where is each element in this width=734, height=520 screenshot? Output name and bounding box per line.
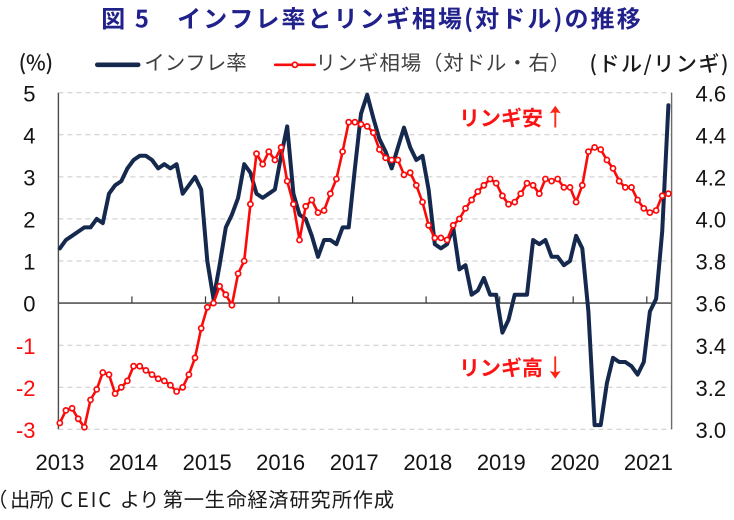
svg-text:-2: -2 [16, 376, 36, 401]
svg-text:2018: 2018 [403, 450, 452, 475]
svg-text:3.6: 3.6 [696, 292, 727, 317]
svg-text:-3: -3 [16, 418, 36, 443]
svg-text:2016: 2016 [256, 450, 305, 475]
svg-text:2015: 2015 [183, 450, 232, 475]
svg-text:3.0: 3.0 [696, 418, 727, 443]
svg-text:4.2: 4.2 [696, 166, 727, 191]
svg-text:3.4: 3.4 [696, 334, 727, 359]
svg-text:2019: 2019 [477, 450, 526, 475]
svg-text:1: 1 [23, 250, 35, 275]
svg-text:5: 5 [23, 81, 35, 106]
svg-text:2: 2 [23, 208, 35, 233]
svg-text:2013: 2013 [36, 450, 85, 475]
svg-text:3: 3 [23, 166, 35, 191]
svg-text:4: 4 [23, 123, 35, 148]
svg-text:4.0: 4.0 [696, 208, 727, 233]
svg-text:3.8: 3.8 [696, 250, 727, 275]
svg-text:2021: 2021 [624, 450, 673, 475]
svg-text:2014: 2014 [109, 450, 158, 475]
svg-text:2020: 2020 [550, 450, 599, 475]
svg-text:-1: -1 [16, 334, 36, 359]
svg-text:3.2: 3.2 [696, 376, 727, 401]
svg-text:4.6: 4.6 [696, 81, 727, 106]
svg-text:0: 0 [23, 292, 35, 317]
svg-text:2017: 2017 [330, 450, 379, 475]
svg-text:4.4: 4.4 [696, 123, 727, 148]
